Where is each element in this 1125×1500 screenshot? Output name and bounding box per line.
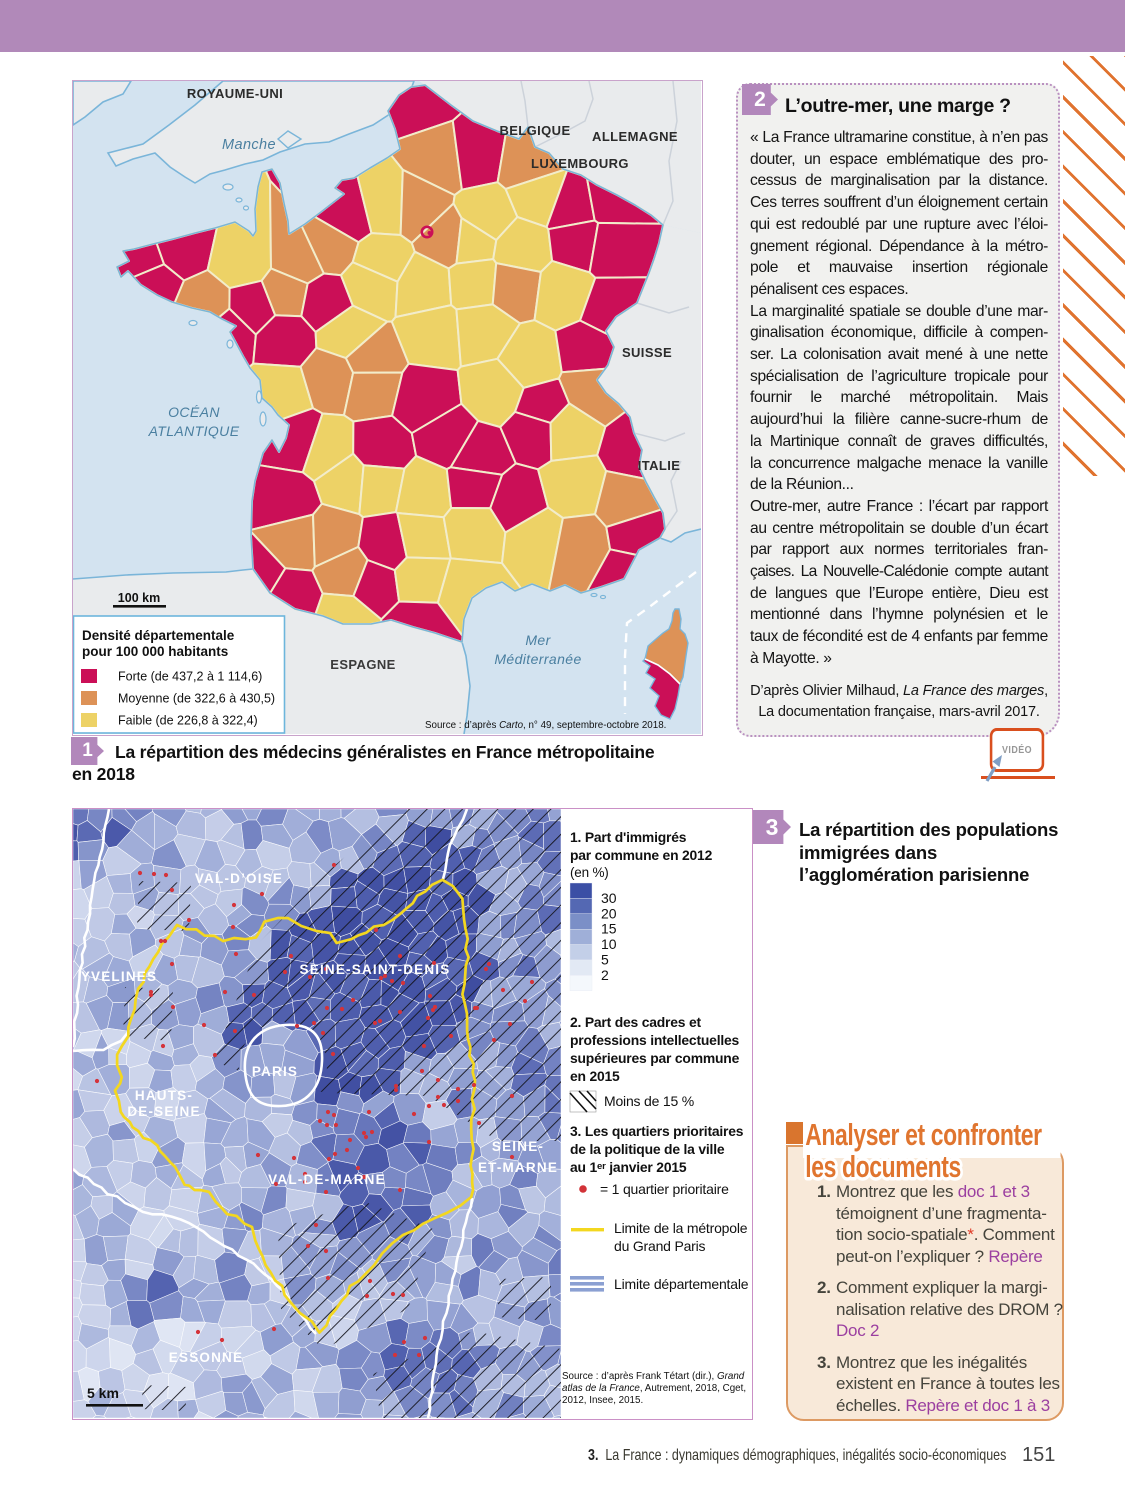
svg-text:SEINE-: SEINE- — [492, 1139, 544, 1154]
svg-text:10: 10 — [601, 936, 617, 952]
svg-text:PARIS: PARIS — [252, 1064, 298, 1079]
svg-text:Source : d’après Frank Tétart: Source : d’après Frank Tétart (dir.), Gr… — [562, 1371, 745, 1382]
svg-text:pour 100 000 habitants: pour 100 000 habitants — [82, 644, 228, 659]
svg-text:ESPAGNE: ESPAGNE — [330, 657, 395, 672]
svg-text:VAL-D’OISE: VAL-D’OISE — [195, 871, 283, 886]
svg-text:Forte (de 437,2 à 1 114,6): Forte (de 437,2 à 1 114,6) — [118, 670, 262, 684]
svg-text:supérieures par commune: supérieures par commune — [570, 1050, 740, 1066]
svg-text:VAL-DE-MARNE: VAL-DE-MARNE — [268, 1172, 386, 1187]
svg-text:2. Part des cadres et: 2. Part des cadres et — [570, 1014, 701, 1030]
svg-text:Limite de la métropole: Limite de la métropole — [614, 1220, 748, 1236]
svg-text:OCÉAN: OCÉAN — [168, 404, 220, 420]
svg-text:ITALIE: ITALIE — [638, 458, 681, 473]
svg-text:Faible (de 226,8 à 322,4): Faible (de 226,8 à 322,4) — [118, 714, 258, 728]
svg-text:ET-MARNE: ET-MARNE — [478, 1160, 558, 1175]
svg-text:ATLANTIQUE: ATLANTIQUE — [148, 423, 240, 439]
svg-text:de la politique de la ville: de la politique de la ville — [570, 1141, 725, 1157]
svg-text:Mer: Mer — [525, 632, 551, 648]
svg-text:du Grand Paris: du Grand Paris — [614, 1238, 706, 1254]
svg-text:30: 30 — [601, 890, 617, 906]
svg-text:5: 5 — [601, 952, 609, 968]
svg-text:SEINE-SAINT-DENIS: SEINE-SAINT-DENIS — [300, 962, 451, 977]
svg-text:Source : d’après Carto, n° 49,: Source : d’après Carto, n° 49, septembre… — [425, 720, 666, 731]
svg-text:SUISSE: SUISSE — [622, 345, 672, 360]
svg-text:2012, Insee, 2015.: 2012, Insee, 2015. — [562, 1395, 643, 1406]
svg-text:LUXEMBOURG: LUXEMBOURG — [531, 156, 629, 171]
svg-text:ESSONNE: ESSONNE — [169, 1350, 243, 1365]
svg-text:Moins de 15 %: Moins de 15 % — [604, 1093, 694, 1109]
svg-text:1. Part d'immigrés: 1. Part d'immigrés — [570, 829, 687, 845]
svg-text:Méditerranée: Méditerranée — [494, 651, 581, 667]
svg-text:par commune en 2012: par commune en 2012 — [570, 847, 713, 863]
svg-text:Moyenne (de 322,6 à 430,5): Moyenne (de 322,6 à 430,5) — [118, 692, 275, 706]
svg-text:ALLEMAGNE: ALLEMAGNE — [592, 129, 678, 144]
svg-text:Limite départementale: Limite départementale — [614, 1276, 749, 1292]
svg-text:Manche: Manche — [222, 137, 276, 153]
svg-text:DE-SEINE: DE-SEINE — [127, 1104, 200, 1119]
svg-text:100 km: 100 km — [118, 591, 160, 605]
svg-text:professions intellectuelles: professions intellectuelles — [570, 1032, 740, 1048]
svg-text:atlas de la France, Autrement,: atlas de la France, Autrement, 2018, Cge… — [562, 1383, 746, 1394]
svg-text:BELGIQUE: BELGIQUE — [499, 123, 570, 138]
svg-text:(en %): (en %) — [570, 865, 609, 880]
svg-text:au 1er janvier 2015: au 1er janvier 2015 — [570, 1159, 687, 1175]
svg-text:YVELINES: YVELINES — [81, 969, 157, 984]
svg-text:20: 20 — [601, 905, 617, 921]
svg-text:15: 15 — [601, 921, 617, 937]
svg-text:Densité départementale: Densité départementale — [82, 628, 235, 643]
svg-text:en 2015: en 2015 — [570, 1068, 620, 1084]
svg-text:2: 2 — [601, 967, 609, 983]
svg-text:ROYAUME-UNI: ROYAUME-UNI — [187, 86, 283, 101]
svg-text:5 km: 5 km — [87, 1385, 119, 1401]
svg-text:les documents: les documents — [805, 1149, 961, 1184]
svg-text:= 1 quartier prioritaire: = 1 quartier prioritaire — [600, 1181, 729, 1197]
svg-text:HAUTS-: HAUTS- — [135, 1088, 193, 1103]
svg-text:Analyser et confronter: Analyser et confronter — [805, 1117, 1042, 1152]
svg-text:3. Les quartiers prioritaires: 3. Les quartiers prioritaires — [570, 1123, 744, 1139]
